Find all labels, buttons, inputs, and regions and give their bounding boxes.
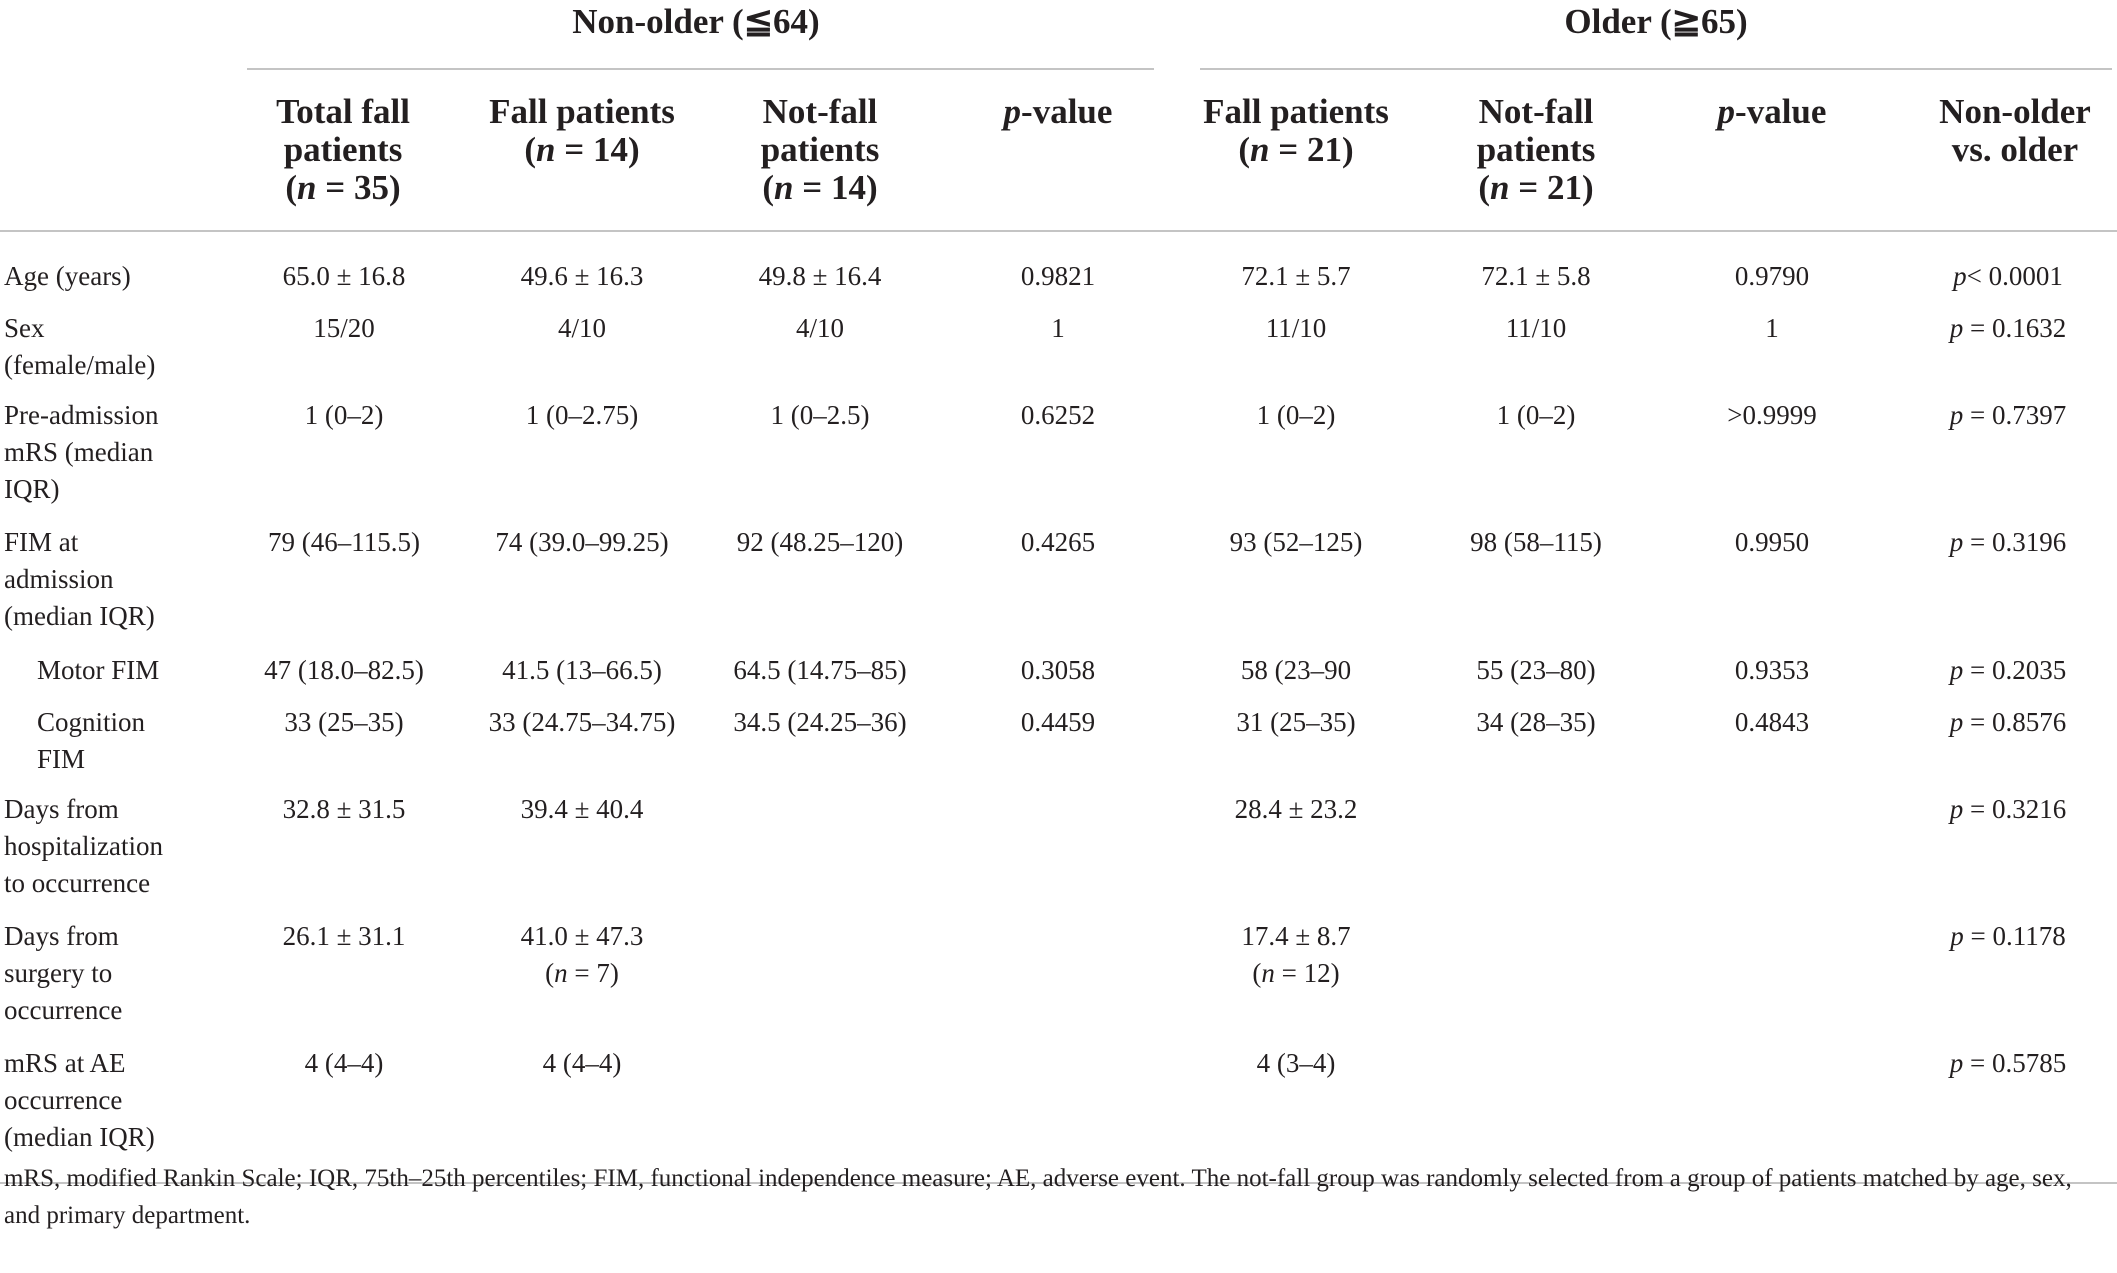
table-cell: 55 (23–80) — [1476, 655, 1596, 685]
table-bottom-rule — [0, 1182, 2117, 1184]
table-cell: 26.1 ± 31.1 — [282, 921, 406, 951]
comparison-p-value: p = 0.3196 — [1949, 527, 2067, 557]
col-header-older-pvalue: p-value — [1717, 92, 1827, 131]
table-cell: 33 (25–35) — [284, 707, 404, 737]
table-cell: 1 (0–2) — [1496, 400, 1576, 430]
table-cell: 0.9821 — [1020, 261, 1096, 291]
table-cell: 1 (0–2.75) — [525, 400, 639, 430]
table-cell: 0.3058 — [1020, 655, 1096, 685]
table-cell: 0.4459 — [1020, 707, 1096, 737]
col-header-older-fall: Fall patients (n = 21) — [1203, 92, 1389, 169]
table-cell: 98 (58–115) — [1470, 527, 1602, 557]
row-label: Days from hospitalization to occurrence — [4, 794, 163, 898]
comparison-p-value: p = 0.8576 — [1949, 707, 2067, 737]
table-cell: 1 (0–2) — [1256, 400, 1336, 430]
table-cell: 74 (39.0–99.25) — [495, 527, 669, 557]
table-cell: 17.4 ± 8.7 (n = 12) — [1241, 921, 1351, 988]
table-cell: 92 (48.25–120) — [736, 527, 904, 557]
table-cell: 72.1 ± 5.7 — [1241, 261, 1351, 291]
table-cell: 0.9790 — [1734, 261, 1810, 291]
table-cell: 1 — [1051, 313, 1065, 343]
table-footnote: mRS, modified Rankin Scale; IQR, 75th–25… — [4, 1165, 2072, 1229]
table-cell: 0.6252 — [1020, 400, 1096, 430]
table-cell: 4 (4–4) — [304, 1048, 384, 1078]
table-cell: 32.8 ± 31.5 — [282, 794, 406, 824]
table-cell: 4 (3–4) — [1256, 1048, 1336, 1078]
table-cell: 65.0 ± 16.8 — [282, 261, 406, 291]
col-header-total-fall: Total fall patients (n = 35) — [276, 92, 410, 207]
row-label: Pre-admission mRS (median IQR) — [4, 400, 159, 504]
table-cell: 0.9950 — [1734, 527, 1810, 557]
table-cell: 64.5 (14.75–85) — [733, 655, 907, 685]
table-cell: 1 (0–2.5) — [770, 400, 870, 430]
table-cell: 34.5 (24.25–36) — [733, 707, 907, 737]
table-cell: 39.4 ± 40.4 — [520, 794, 644, 824]
row-label: FIM at admission (median IQR) — [4, 527, 155, 631]
table-cell: 4 (4–4) — [542, 1048, 622, 1078]
comparison-p-value: p = 0.3216 — [1949, 794, 2067, 824]
table-cell: 93 (52–125) — [1229, 527, 1363, 557]
table-cell: 0.4843 — [1734, 707, 1810, 737]
group-rule-non-older — [247, 68, 1154, 70]
comparison-p-value: p = 0.7397 — [1949, 400, 2067, 430]
row-label: Age (years) — [4, 261, 131, 291]
comparison-p-value: p = 0.1178 — [1950, 921, 2066, 951]
table-cell: 33 (24.75–34.75) — [488, 707, 676, 737]
table-cell: 11/10 — [1265, 313, 1327, 343]
group-header-older: Older (≧65) — [1564, 2, 1748, 41]
group-rule-older — [1200, 68, 2112, 70]
table-cell: 1 (0–2) — [304, 400, 384, 430]
comparison-p-value: p = 0.2035 — [1949, 655, 2067, 685]
table-cell: >0.9999 — [1727, 400, 1817, 430]
row-label: Days from surgery to occurrence — [4, 921, 123, 1025]
table-cell: 11/10 — [1505, 313, 1567, 343]
table-cell: 72.1 ± 5.8 — [1481, 261, 1591, 291]
row-label: Cognition FIM — [37, 707, 146, 774]
table-cell: 47 (18.0–82.5) — [264, 655, 424, 685]
table-cell: 34 (28–35) — [1476, 707, 1596, 737]
row-label: Motor FIM — [37, 655, 160, 685]
col-header-nonolder-fall: Fall patients (n = 14) — [489, 92, 675, 169]
table-cell: 0.9353 — [1734, 655, 1810, 685]
col-header-nonolder-pvalue: p-value — [1003, 92, 1113, 131]
row-label: mRS at AE occurrence (median IQR) — [4, 1048, 155, 1152]
table-cell: 49.6 ± 16.3 — [520, 261, 644, 291]
table-cell: 79 (46–115.5) — [268, 527, 420, 557]
comparison-p-value: p = 0.1632 — [1949, 313, 2067, 343]
table-cell: 49.8 ± 16.4 — [758, 261, 882, 291]
col-header-nonolder-vs-older: Non-older vs. older — [1939, 92, 2091, 169]
table-cell: 31 (25–35) — [1236, 707, 1356, 737]
table-cell: 0.4265 — [1020, 527, 1096, 557]
comparison-p-value: p< 0.0001 — [1953, 261, 2063, 291]
col-header-older-notfall: Not-fall patients (n = 21) — [1476, 92, 1596, 207]
table-cell: 41.0 ± 47.3 (n = 7) — [520, 921, 644, 988]
table-cell: 15/20 — [313, 313, 375, 343]
table-cell: 4/10 — [795, 313, 844, 343]
col-header-nonolder-notfall: Not-fall patients (n = 14) — [760, 92, 880, 207]
table-cell: 41.5 (13–66.5) — [502, 655, 662, 685]
row-label: Sex (female/male) — [4, 313, 156, 380]
table-cell: 58 (23–90 — [1240, 655, 1352, 685]
table-cell: 28.4 ± 23.2 — [1234, 794, 1358, 824]
table-cell: 4/10 — [557, 313, 606, 343]
table-cell: 1 — [1765, 313, 1779, 343]
comparison-p-value: p = 0.5785 — [1949, 1048, 2067, 1078]
header-bottom-rule — [0, 230, 2117, 232]
group-header-non-older: Non-older (≦64) — [572, 2, 820, 41]
